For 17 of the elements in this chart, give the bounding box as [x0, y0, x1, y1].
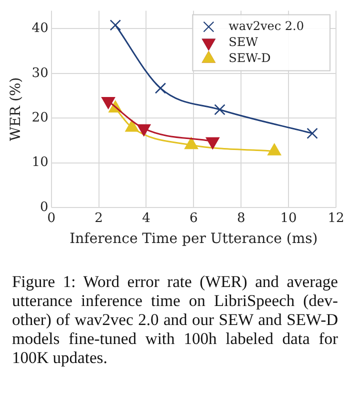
y-tick-label: 10: [32, 155, 48, 170]
x-tick-label: 8: [236, 210, 246, 226]
caption: Figure 1: Word error rate (WER) and average utterance inference time on LibriSpeech (dev-other) of wav2vec 2.0 and our SEW and SEW-D models fine-tuned with 100h labeled data for 100K updates.: [12, 272, 338, 367]
y-tick-label: 30: [32, 66, 48, 81]
legend-label: SEW: [228, 34, 259, 49]
y-axis-title: WER (%): [8, 77, 24, 142]
x-axis-title: Inference Time per Utterance (ms): [70, 231, 318, 248]
y-tick-label: 40: [32, 21, 48, 36]
legend-label: SEW-D: [228, 50, 271, 65]
x-tick-label: 4: [142, 210, 150, 226]
x-tick-label: 10: [280, 210, 297, 226]
x-tick-label: 6: [190, 210, 198, 226]
y-tick-label: 0: [40, 200, 48, 215]
y-tick-label: 20: [32, 110, 48, 126]
x-tick-label: 2: [94, 210, 103, 226]
x-tick-label: 12: [328, 210, 344, 226]
legend-label: wav2vec 2.0: [228, 18, 304, 33]
